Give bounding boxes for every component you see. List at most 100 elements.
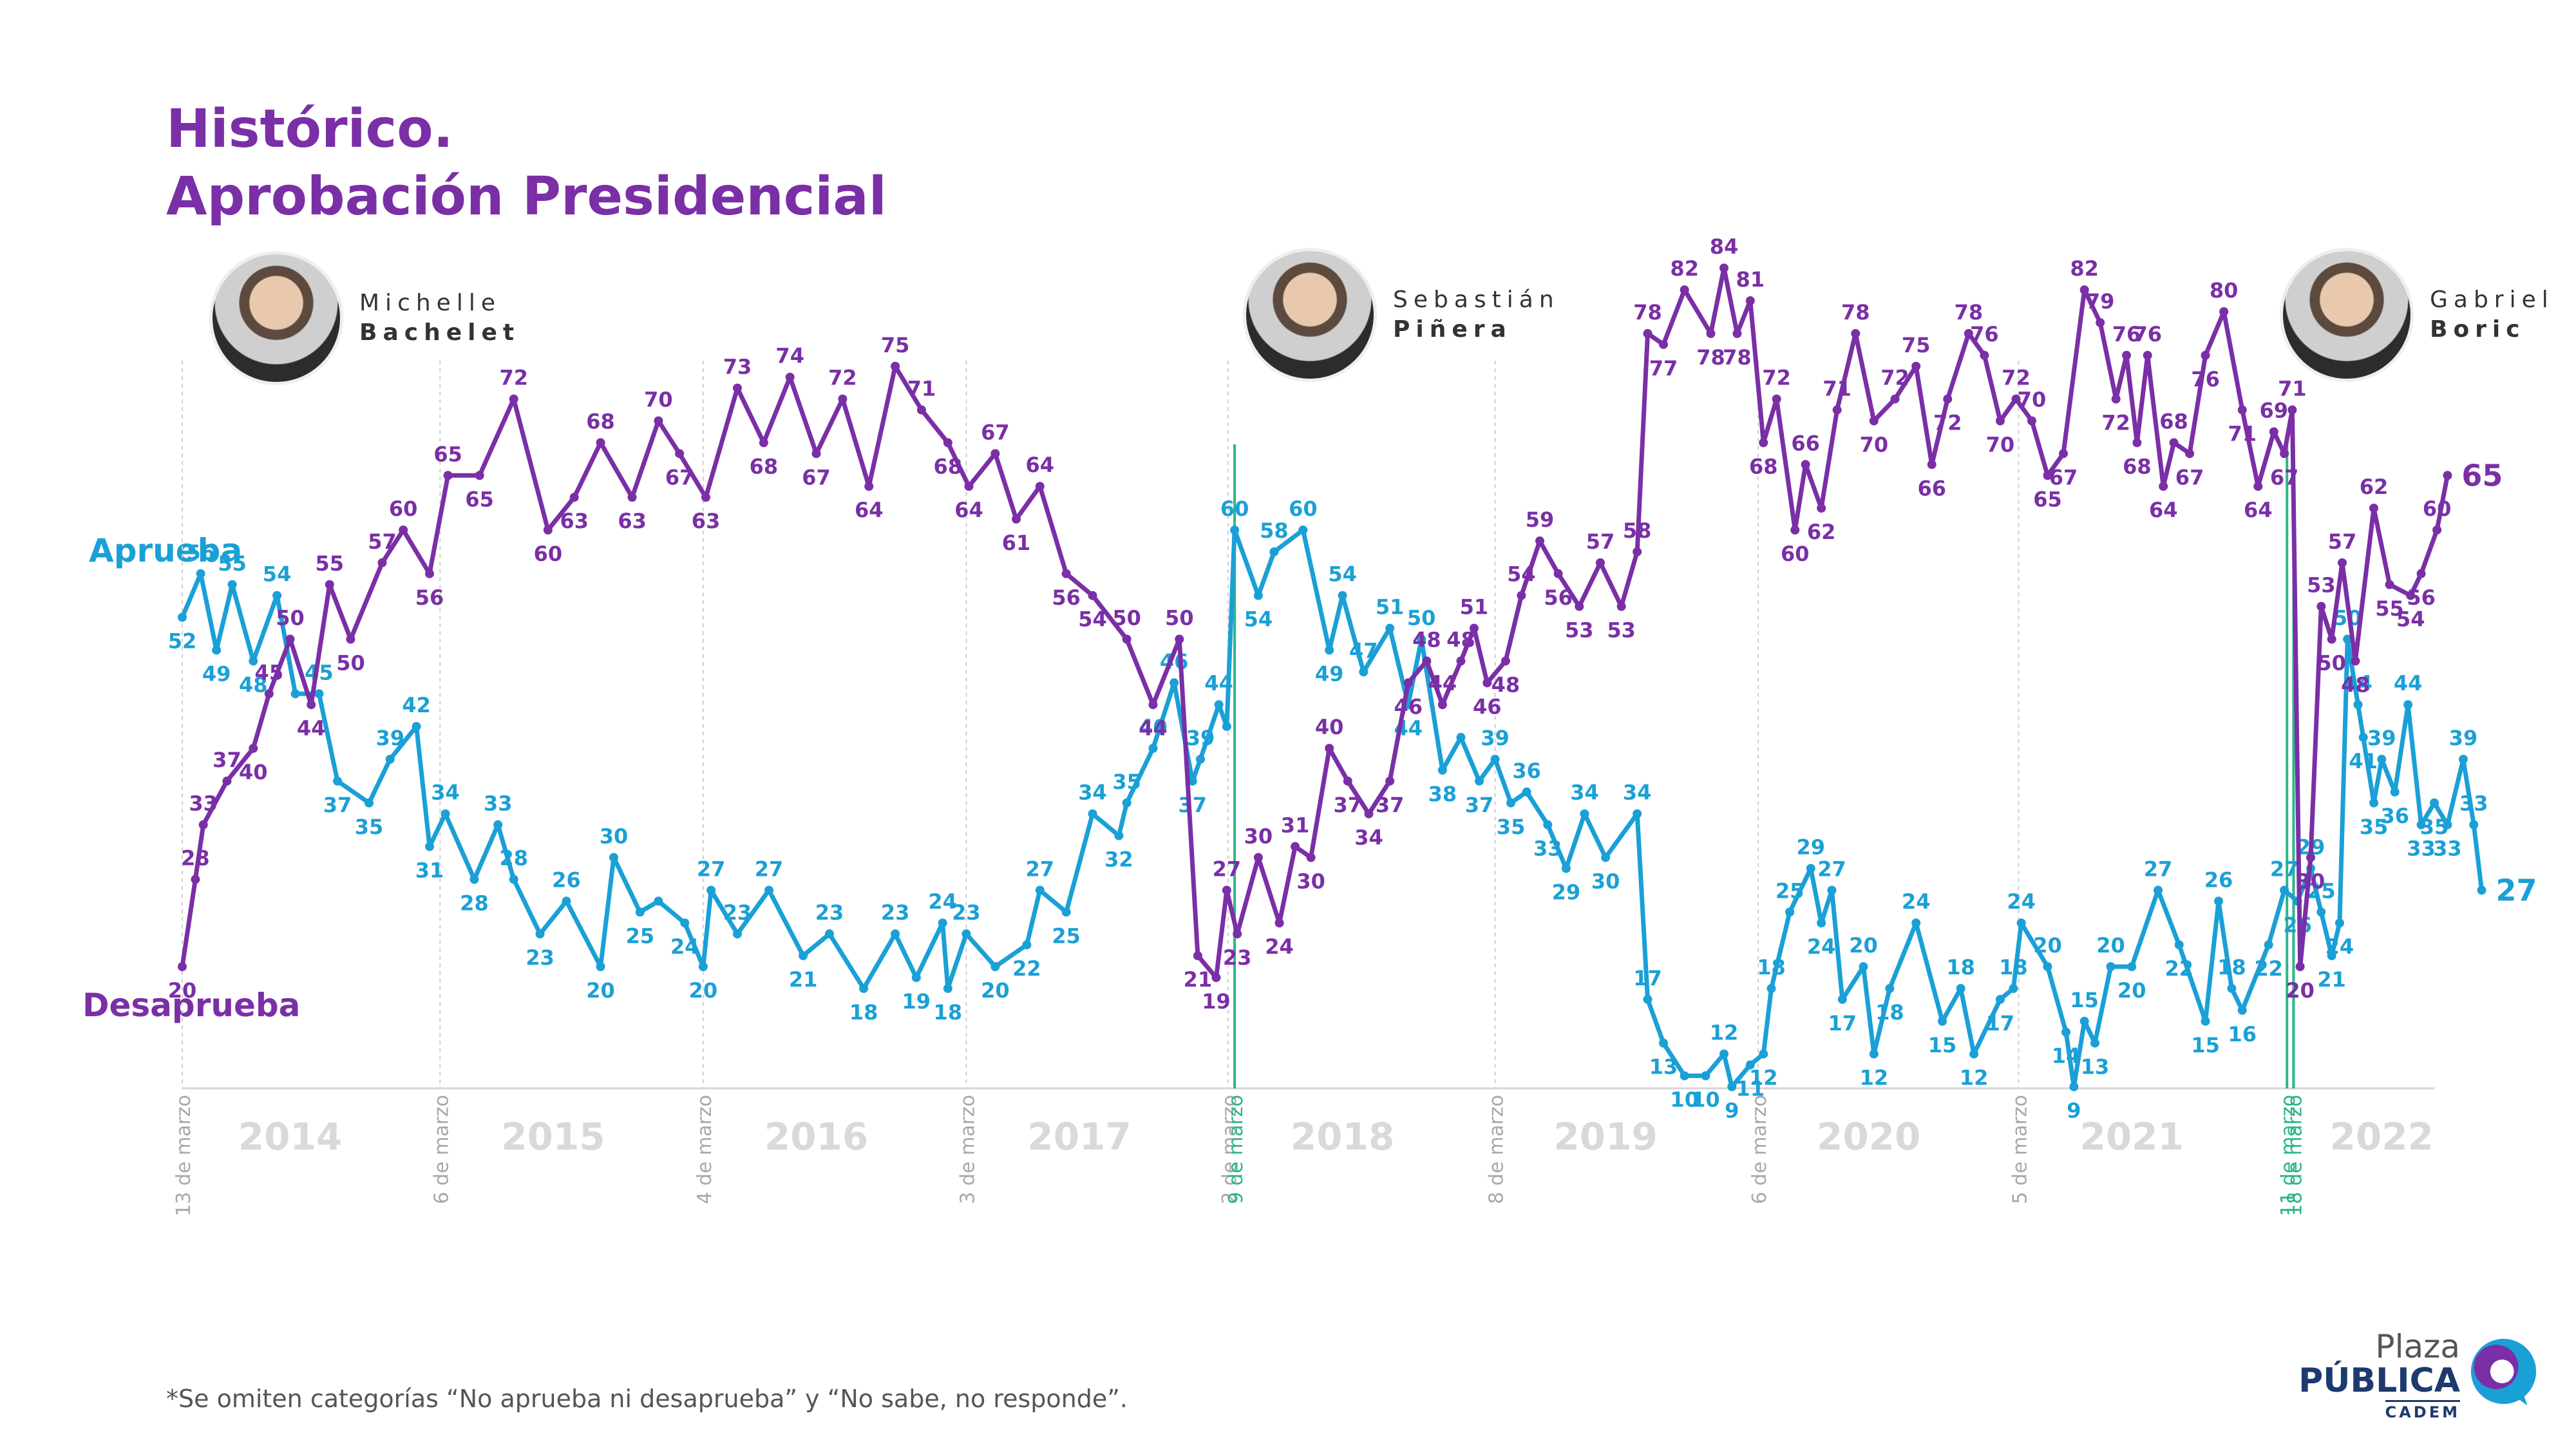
date-marker-label: 3 de marzo bbox=[956, 1095, 979, 1204]
data-label: 20 bbox=[168, 978, 197, 1003]
data-label: 70 bbox=[2018, 388, 2047, 412]
data-point bbox=[891, 361, 900, 371]
data-point bbox=[1745, 296, 1755, 306]
data-label: 54 bbox=[2396, 607, 2425, 632]
data-point bbox=[1561, 864, 1571, 873]
data-point bbox=[1338, 591, 1347, 600]
data-point bbox=[2269, 427, 2278, 437]
data-label: 78 bbox=[1841, 300, 1870, 325]
data-label: 12 bbox=[1710, 1021, 1739, 1045]
data-label: 18 bbox=[1999, 955, 2028, 980]
data-point bbox=[891, 929, 900, 939]
data-label: 46 bbox=[1473, 694, 1502, 719]
data-label: 29 bbox=[1552, 880, 1581, 904]
data-point bbox=[198, 820, 208, 829]
data-point bbox=[1827, 886, 1837, 895]
data-point bbox=[569, 493, 579, 502]
data-label: 27 bbox=[2144, 857, 2173, 881]
data-point bbox=[2327, 951, 2336, 961]
data-point bbox=[2174, 940, 2184, 950]
plaza-publica-cadem-logo: Plaza PÚBLICA CADEM bbox=[2289, 1328, 2541, 1421]
data-point bbox=[2390, 787, 2400, 797]
data-point bbox=[1732, 328, 1742, 338]
data-point bbox=[2219, 307, 2229, 316]
data-point bbox=[1122, 798, 1132, 808]
data-label: 62 bbox=[1807, 520, 1836, 544]
data-point bbox=[2443, 820, 2452, 829]
data-point bbox=[2069, 1082, 2079, 1092]
data-point bbox=[1417, 634, 1426, 644]
data-point bbox=[2432, 526, 2442, 535]
data-label: 18 bbox=[1757, 955, 1786, 980]
data-point bbox=[916, 405, 926, 415]
data-label: 63 bbox=[618, 509, 647, 533]
data-point bbox=[562, 896, 571, 906]
data-point bbox=[596, 438, 605, 448]
data-label: 12 bbox=[1960, 1066, 1989, 1090]
president-pinera: Sebastián Piñera bbox=[1246, 251, 1560, 379]
data-label: 47 bbox=[1349, 638, 1378, 663]
data-point bbox=[2154, 886, 2163, 895]
data-label: 24 bbox=[1265, 934, 1294, 959]
data-point bbox=[314, 689, 324, 699]
data-label: 33 bbox=[1533, 837, 1562, 861]
data-label: 13 bbox=[1649, 1055, 1678, 1079]
data-point bbox=[824, 929, 834, 939]
data-point bbox=[2280, 886, 2289, 895]
data-point bbox=[2237, 1005, 2247, 1015]
data-label: 34 bbox=[1354, 826, 1383, 850]
data-point bbox=[1214, 700, 1224, 710]
data-point bbox=[1222, 886, 1231, 895]
data-label: 33 bbox=[484, 791, 513, 816]
data-point bbox=[469, 875, 479, 884]
data-point bbox=[732, 383, 742, 393]
data-label: 78 bbox=[1633, 300, 1662, 325]
data-point bbox=[1274, 918, 1284, 928]
data-label: 23 bbox=[723, 900, 752, 925]
logo-mark-icon bbox=[2470, 1338, 2537, 1406]
page-title: Histórico. Aprobación Presidencial bbox=[166, 95, 887, 231]
end-value-label: 27 bbox=[2496, 873, 2537, 907]
data-label: 20 bbox=[1849, 933, 1878, 958]
data-point bbox=[2477, 886, 2486, 895]
data-point bbox=[1759, 1049, 1768, 1059]
footnote: *Se omiten categorías “No aprueba ni des… bbox=[166, 1385, 1128, 1413]
data-point bbox=[1517, 591, 1526, 600]
president-last-name: Piñera bbox=[1393, 316, 1512, 343]
data-point bbox=[1359, 667, 1368, 677]
data-label: 37 bbox=[323, 793, 352, 817]
data-label: 54 bbox=[263, 562, 292, 587]
data-point bbox=[412, 722, 421, 732]
logo-line-1: Plaza bbox=[2375, 1328, 2460, 1365]
data-point bbox=[635, 907, 645, 917]
data-point bbox=[1269, 547, 1279, 556]
data-label: 81 bbox=[1736, 267, 1765, 292]
year-label: 2014 bbox=[238, 1115, 342, 1159]
data-label: 69 bbox=[2260, 398, 2289, 422]
data-point bbox=[1553, 569, 1563, 578]
data-label: 34 bbox=[431, 781, 460, 805]
data-label: 60 bbox=[534, 542, 563, 566]
data-label: 68 bbox=[586, 409, 615, 433]
data-point bbox=[2027, 416, 2036, 426]
data-label: 53 bbox=[1607, 618, 1636, 643]
president-last-name: Bachelet bbox=[359, 319, 520, 346]
data-label: 65 bbox=[465, 487, 494, 511]
data-point bbox=[2443, 471, 2452, 480]
data-label: 37 bbox=[1178, 793, 1207, 817]
year-label: 2018 bbox=[1291, 1115, 1394, 1159]
data-label: 72 bbox=[1762, 366, 1791, 390]
data-point bbox=[1659, 1038, 1669, 1048]
data-label: 24 bbox=[670, 934, 699, 959]
data-label: 31 bbox=[1281, 813, 1310, 838]
data-point bbox=[1575, 601, 1584, 611]
data-label: 9 bbox=[1725, 1098, 1739, 1122]
data-label: 60 bbox=[389, 497, 418, 521]
data-point bbox=[509, 394, 518, 404]
data-point bbox=[1817, 504, 1826, 513]
data-point bbox=[475, 471, 484, 480]
data-point bbox=[385, 754, 395, 764]
data-point bbox=[178, 962, 187, 971]
data-point bbox=[1772, 394, 1781, 404]
data-label: 56 bbox=[1544, 585, 1573, 610]
